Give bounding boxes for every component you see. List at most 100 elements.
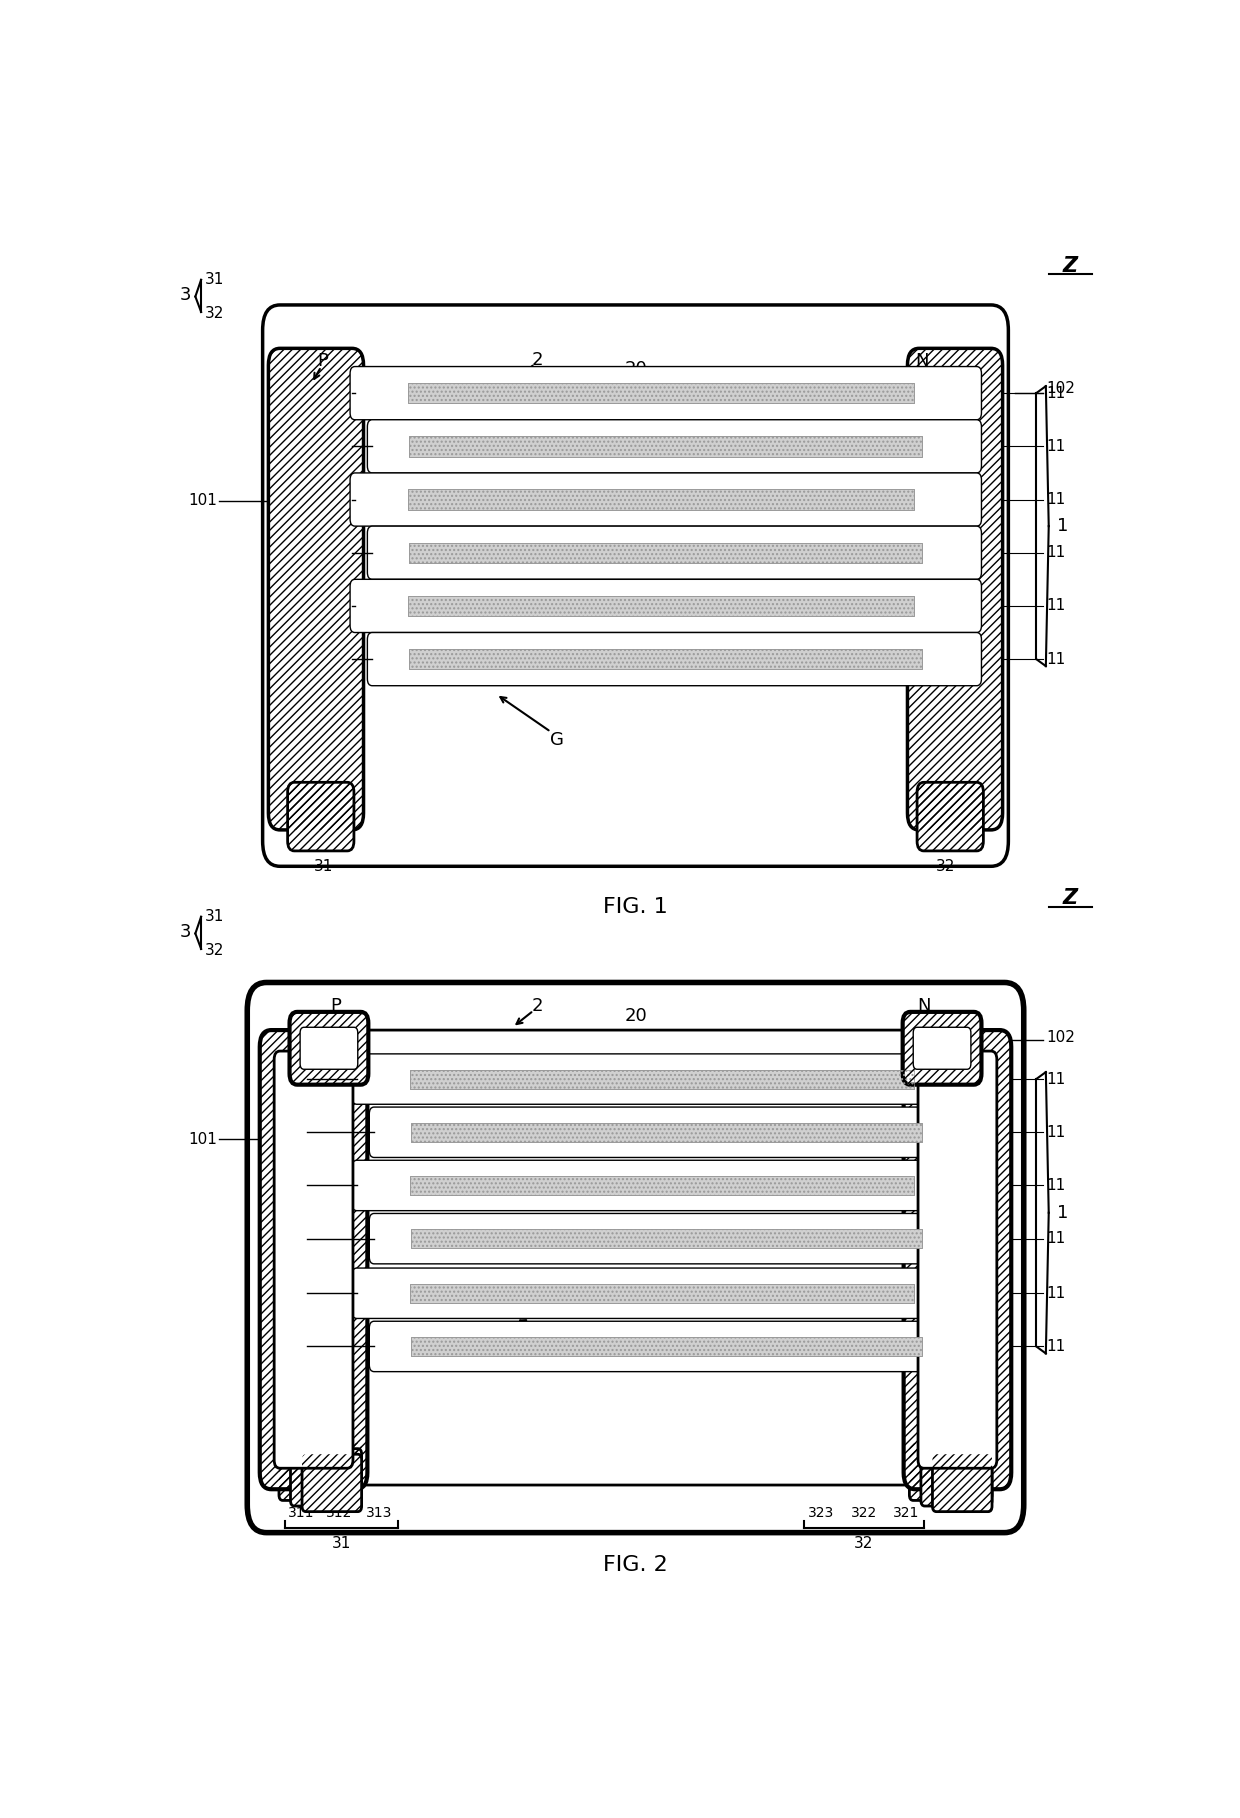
Text: 11: 11: [1047, 598, 1066, 613]
FancyBboxPatch shape: [247, 982, 1024, 1533]
Text: 323: 323: [807, 1505, 835, 1520]
Bar: [409, 1069, 914, 1089]
Text: Z: Z: [1063, 889, 1078, 909]
Text: G: G: [549, 731, 564, 749]
FancyBboxPatch shape: [290, 1449, 362, 1505]
Text: 3: 3: [180, 285, 191, 304]
Bar: [409, 436, 921, 456]
Text: 31: 31: [205, 909, 224, 924]
Text: 20: 20: [624, 1007, 647, 1025]
FancyBboxPatch shape: [300, 1027, 358, 1069]
FancyBboxPatch shape: [918, 782, 983, 851]
FancyBboxPatch shape: [288, 782, 353, 851]
Bar: [410, 1229, 921, 1249]
Text: 11: 11: [1047, 1178, 1066, 1193]
Bar: [410, 1336, 921, 1356]
Bar: [409, 542, 921, 564]
FancyBboxPatch shape: [367, 525, 982, 580]
FancyBboxPatch shape: [350, 367, 982, 420]
Bar: [408, 596, 914, 616]
FancyBboxPatch shape: [918, 1051, 997, 1469]
Text: 3: 3: [180, 924, 191, 942]
Text: 1: 1: [1058, 1204, 1069, 1222]
Bar: [410, 1336, 921, 1356]
Text: FIG. 2: FIG. 2: [603, 1554, 668, 1574]
Bar: [409, 1284, 914, 1304]
FancyBboxPatch shape: [903, 1013, 982, 1085]
FancyBboxPatch shape: [367, 633, 982, 685]
Bar: [408, 384, 914, 404]
FancyBboxPatch shape: [352, 1054, 982, 1104]
Text: 11: 11: [1047, 1071, 1066, 1087]
Text: 102: 102: [1047, 1029, 1075, 1045]
Bar: [409, 1176, 914, 1194]
Text: 2: 2: [532, 998, 543, 1014]
Bar: [409, 1069, 914, 1089]
Bar: [410, 1124, 921, 1142]
Text: 1: 1: [1058, 516, 1069, 534]
Text: 11: 11: [1047, 1231, 1066, 1245]
Text: G: G: [570, 1340, 585, 1358]
Text: FIG. 1: FIG. 1: [603, 896, 668, 916]
FancyBboxPatch shape: [352, 1269, 982, 1318]
FancyBboxPatch shape: [274, 1051, 353, 1469]
FancyBboxPatch shape: [259, 1031, 367, 1489]
FancyBboxPatch shape: [279, 1443, 362, 1500]
Text: P: P: [330, 998, 341, 1014]
Text: 11: 11: [1047, 438, 1066, 454]
FancyBboxPatch shape: [350, 473, 982, 525]
Text: 32: 32: [936, 858, 956, 874]
FancyBboxPatch shape: [268, 349, 363, 829]
FancyBboxPatch shape: [909, 1443, 992, 1500]
Text: 11: 11: [1047, 651, 1066, 667]
Text: 101: 101: [188, 1133, 217, 1147]
Text: 11: 11: [1047, 545, 1066, 560]
Text: N: N: [918, 998, 930, 1014]
Text: 11: 11: [1047, 1338, 1066, 1354]
FancyBboxPatch shape: [908, 349, 1003, 829]
Text: 32: 32: [205, 305, 224, 320]
Text: 311: 311: [288, 1505, 314, 1520]
FancyBboxPatch shape: [370, 1107, 982, 1158]
Text: 11: 11: [1047, 493, 1066, 507]
FancyBboxPatch shape: [932, 1454, 992, 1511]
Text: 2: 2: [532, 351, 543, 369]
Text: 31: 31: [332, 1536, 351, 1551]
Bar: [409, 542, 921, 564]
Bar: [409, 436, 921, 456]
FancyBboxPatch shape: [263, 305, 1008, 867]
Text: 101: 101: [188, 493, 217, 509]
Text: 312: 312: [326, 1505, 352, 1520]
Text: 31: 31: [314, 858, 332, 874]
Text: N: N: [915, 353, 929, 369]
Text: 20: 20: [624, 360, 647, 378]
FancyBboxPatch shape: [350, 580, 982, 633]
Bar: [408, 489, 914, 509]
Bar: [409, 1176, 914, 1194]
FancyBboxPatch shape: [921, 1449, 992, 1505]
Bar: [410, 1124, 921, 1142]
FancyBboxPatch shape: [370, 1322, 982, 1371]
Bar: [408, 489, 914, 509]
FancyBboxPatch shape: [370, 1213, 982, 1264]
FancyBboxPatch shape: [303, 1454, 362, 1511]
Bar: [410, 1229, 921, 1249]
Text: P: P: [317, 353, 329, 369]
FancyBboxPatch shape: [280, 1031, 991, 1485]
Bar: [408, 596, 914, 616]
Text: Z: Z: [1063, 256, 1078, 276]
Text: 32: 32: [205, 944, 224, 958]
Text: 11: 11: [1047, 1285, 1066, 1300]
Bar: [409, 1284, 914, 1304]
Text: 11: 11: [1047, 1125, 1066, 1140]
Text: 31: 31: [205, 273, 224, 287]
Bar: [409, 649, 921, 669]
Bar: [408, 384, 914, 404]
Text: 321: 321: [893, 1505, 920, 1520]
FancyBboxPatch shape: [289, 1013, 368, 1085]
FancyBboxPatch shape: [367, 420, 982, 473]
FancyBboxPatch shape: [904, 1031, 1012, 1489]
FancyBboxPatch shape: [352, 1160, 982, 1211]
FancyBboxPatch shape: [913, 1027, 971, 1069]
Text: 11: 11: [1047, 385, 1066, 400]
